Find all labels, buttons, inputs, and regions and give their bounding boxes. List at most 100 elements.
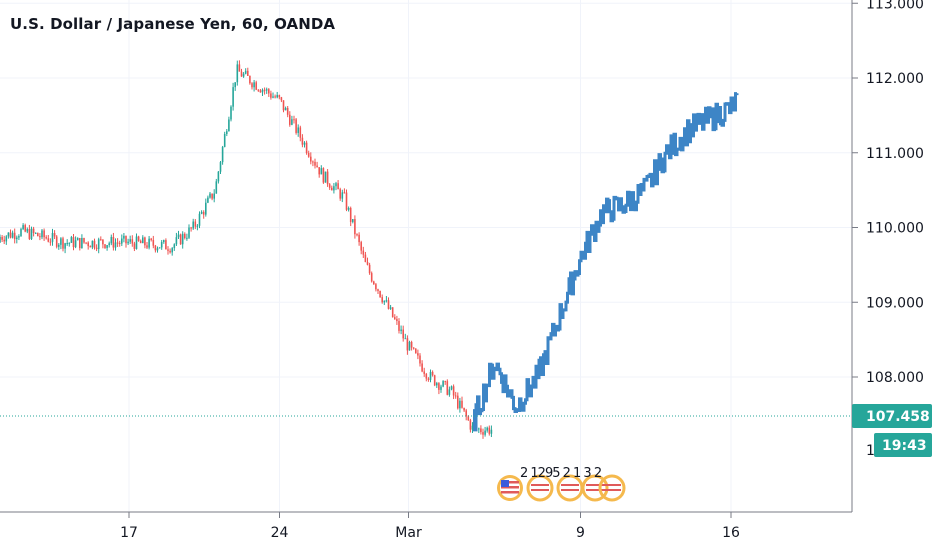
candle-body <box>20 229 22 237</box>
candle-body <box>177 234 180 238</box>
candle-body <box>486 427 488 431</box>
candle-body <box>436 383 438 386</box>
candle-body <box>362 250 365 255</box>
candle-body <box>116 242 119 244</box>
candle-body <box>398 321 400 331</box>
candle-body <box>16 237 18 240</box>
candle-body <box>114 242 117 248</box>
candle-body <box>87 242 89 247</box>
candle-body <box>253 82 255 88</box>
price-tick-label: 108.000 <box>866 370 924 386</box>
economic-events[interactable]: 2 1295 2 1 3 2 <box>497 466 626 502</box>
candle-body <box>55 236 58 247</box>
candle-body <box>163 240 165 243</box>
candle-body <box>370 273 373 282</box>
price-tick-label: 111.000 <box>866 146 924 162</box>
time-tick-label: Mar <box>395 525 422 541</box>
candle-body <box>257 89 260 91</box>
candle-body <box>66 243 68 245</box>
candle-body <box>354 219 356 235</box>
candle-body <box>0 236 1 243</box>
candle-body <box>41 230 43 238</box>
candle-body <box>364 254 367 263</box>
price-axis[interactable]: 113.000 112.000 111.000 110.000 109.000 108.0… <box>852 0 924 386</box>
candle-body <box>251 83 253 88</box>
candle-body <box>125 235 127 244</box>
time-tick-label: 17 <box>120 525 138 541</box>
candle-body <box>202 211 205 215</box>
candle-body <box>261 89 264 93</box>
event-marker-icon[interactable] <box>598 474 626 502</box>
candle-body <box>110 236 113 244</box>
candle-body <box>83 238 85 243</box>
candle-body <box>265 89 268 91</box>
candle-body <box>131 239 134 244</box>
candle-body <box>421 363 423 372</box>
candle-body <box>207 197 209 203</box>
candle-body <box>192 221 194 229</box>
candle-body <box>396 319 398 322</box>
flag-icon[interactable] <box>497 475 523 501</box>
grid-lines <box>0 0 852 512</box>
candle-body <box>345 192 348 210</box>
candle-body <box>171 248 173 253</box>
candle-body <box>366 262 369 265</box>
candle-body <box>232 87 234 107</box>
candle-body <box>310 156 312 162</box>
candle-body <box>337 183 339 190</box>
candle-body <box>412 347 415 349</box>
candle-body <box>79 238 81 249</box>
candle-body <box>387 300 390 309</box>
time-axis[interactable]: 17 24 Mar 9 16 <box>120 512 740 541</box>
candle-body <box>259 90 262 93</box>
event-marker-icon[interactable] <box>526 474 554 502</box>
candle-body <box>188 227 190 238</box>
candle-body <box>284 108 287 111</box>
candle-body <box>379 290 381 298</box>
candle-body <box>58 244 60 247</box>
candle-body <box>49 241 52 243</box>
candle-body <box>282 100 285 111</box>
candle-body <box>137 236 140 241</box>
candle-body <box>60 238 62 245</box>
candle-body <box>286 108 289 115</box>
candle-body <box>72 237 75 248</box>
candle-body <box>358 234 360 243</box>
candle-body <box>274 96 276 98</box>
candle-body <box>360 242 362 251</box>
candle-body <box>484 430 486 435</box>
candle-body <box>68 242 71 244</box>
candle-body <box>37 232 39 237</box>
candle-body <box>160 242 163 248</box>
candle-body <box>373 281 375 285</box>
candle-body <box>295 119 297 133</box>
candle-body <box>156 248 159 251</box>
price-tick-label: 110.000 <box>866 221 924 237</box>
candle-body <box>200 211 203 214</box>
candle-body <box>102 239 104 245</box>
candle-body <box>425 373 428 379</box>
candle-body <box>179 234 182 245</box>
candle-body <box>438 383 440 390</box>
candle-body <box>333 186 335 191</box>
candle-body <box>64 243 66 249</box>
candle-body <box>129 239 131 242</box>
candle-body <box>39 236 41 238</box>
candle-body <box>352 219 354 222</box>
candle-body <box>303 142 306 145</box>
candle-body <box>417 353 419 356</box>
candle-body <box>7 232 10 237</box>
candle-body <box>331 187 333 191</box>
candle-body <box>440 386 442 390</box>
candle-body <box>312 161 314 163</box>
candle-body <box>299 127 302 138</box>
candle-body <box>135 236 138 249</box>
candle-body <box>217 171 220 182</box>
candle-body <box>142 237 144 244</box>
candle-body <box>482 432 484 435</box>
time-tick-label: 24 <box>271 525 289 541</box>
candle-body <box>196 225 199 227</box>
candle-body <box>410 341 413 348</box>
candle-body <box>270 93 272 98</box>
